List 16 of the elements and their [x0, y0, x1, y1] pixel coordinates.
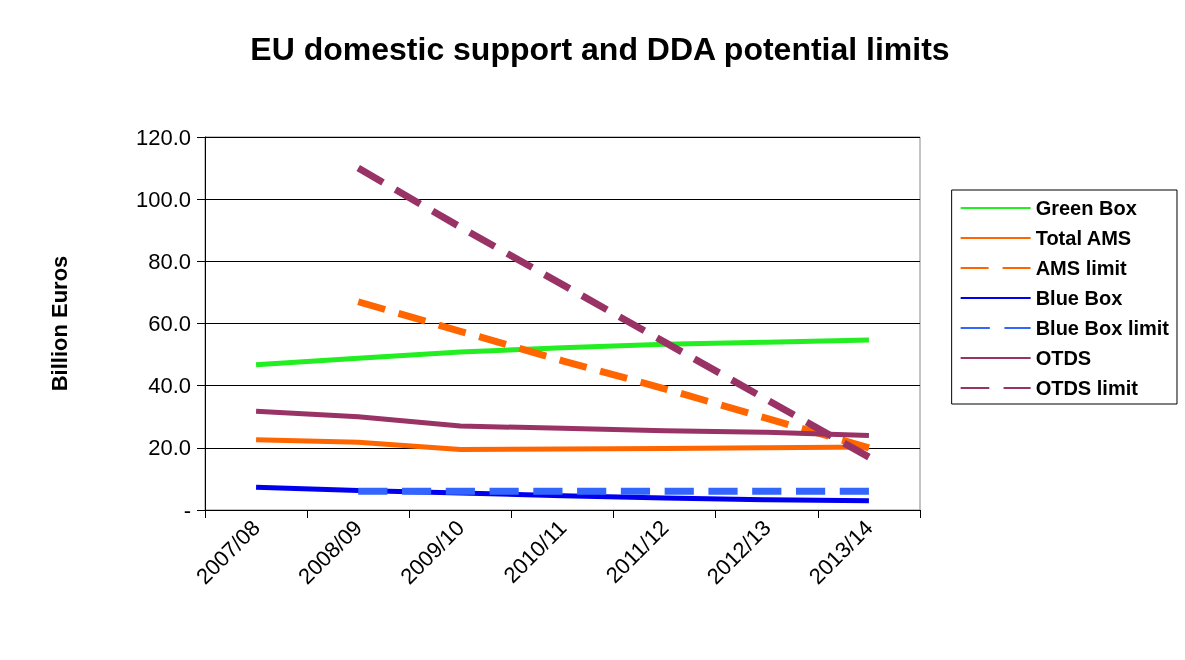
y-tick-label: 80.0 [148, 248, 191, 274]
legend-label: Green Box [1035, 197, 1137, 219]
y-tick-label: 40.0 [148, 373, 191, 399]
chart-title: EU domestic support and DDA potential limits [250, 31, 950, 67]
legend-label: OTDS limit [1035, 377, 1139, 399]
y-tick-label: 120.0 [135, 124, 191, 150]
legend-label: OTDS [1035, 347, 1092, 369]
y-tick-label: 20.0 [148, 435, 191, 461]
y-tick-label: 100.0 [135, 186, 191, 212]
legend-label: AMS limit [1035, 257, 1128, 279]
y-axis-title: Billion Euros [46, 255, 72, 392]
legend-label: Blue Box limit [1035, 317, 1170, 339]
legend-label: Total AMS [1035, 227, 1132, 249]
legend-label: Blue Box [1035, 287, 1123, 309]
y-tick-label: - [183, 497, 191, 523]
y-tick-label: 60.0 [148, 311, 191, 336]
